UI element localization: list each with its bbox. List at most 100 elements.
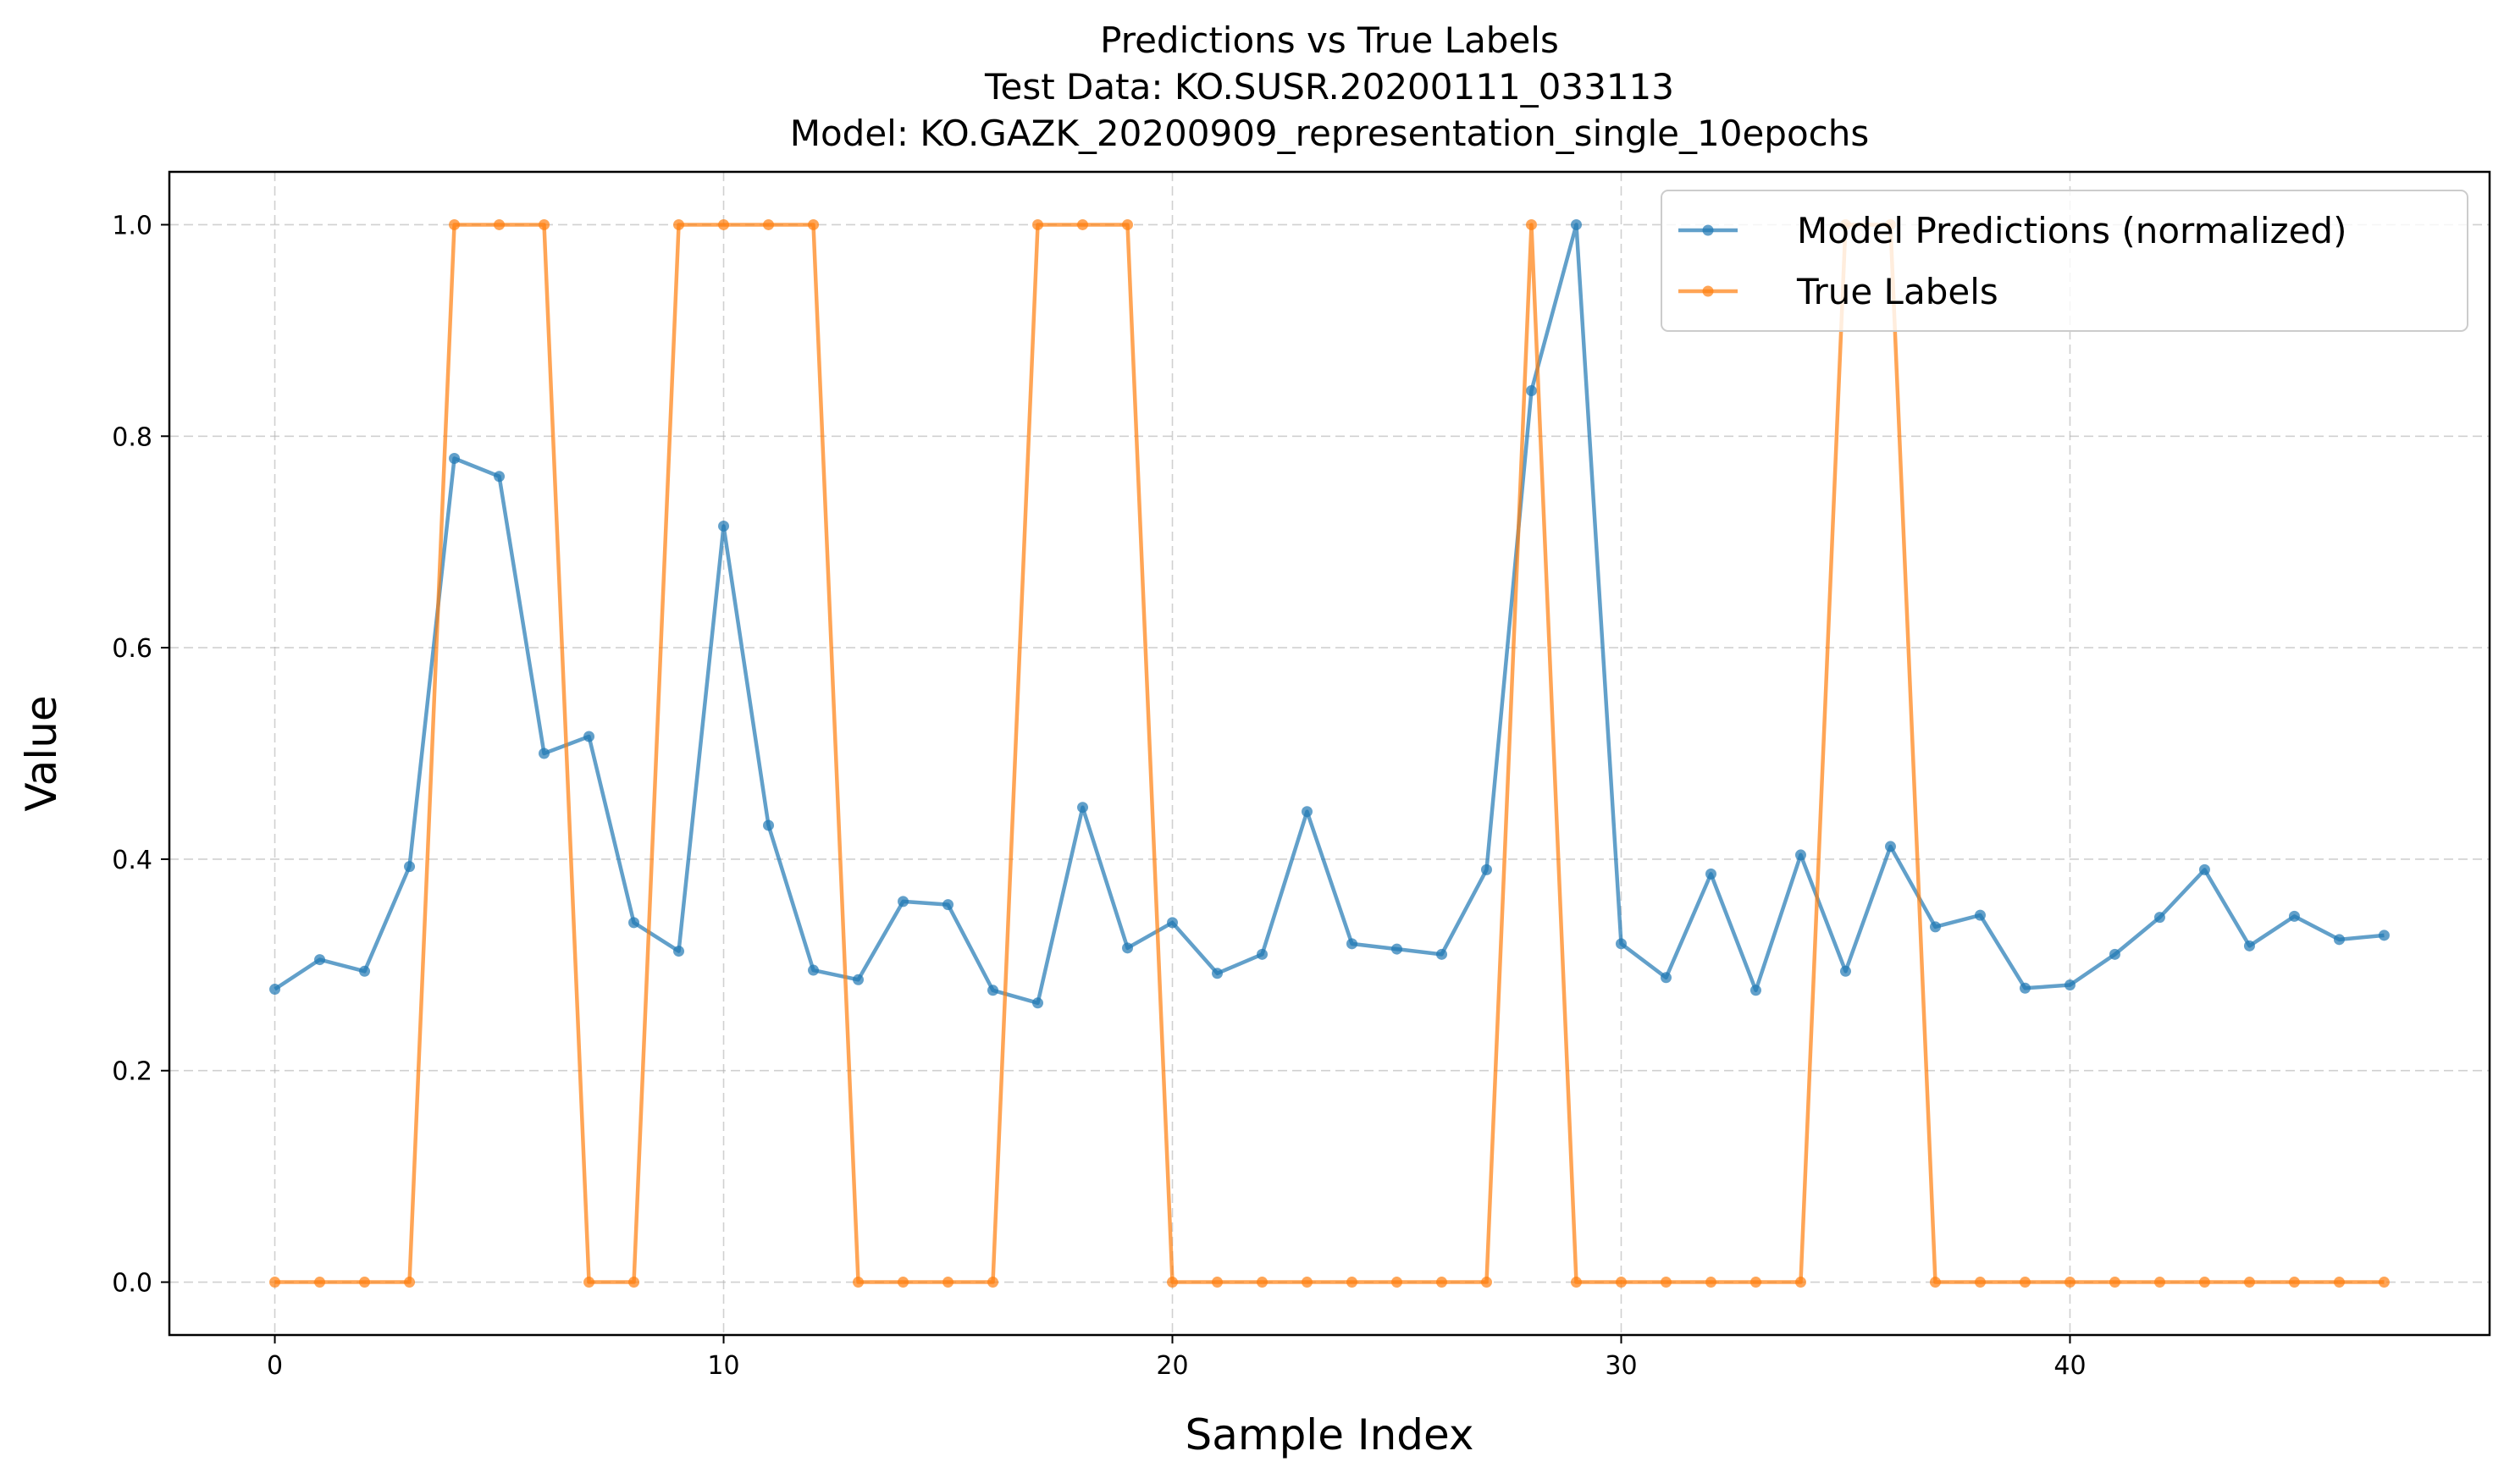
data-point xyxy=(1167,1277,1179,1288)
data-point xyxy=(1436,948,1447,960)
data-point xyxy=(1077,802,1089,814)
data-point xyxy=(2333,1277,2345,1288)
data-point xyxy=(1749,1277,1761,1288)
data-point xyxy=(628,1277,640,1288)
data-point xyxy=(1705,1277,1716,1288)
x-tick-label: 40 xyxy=(2053,1351,2086,1381)
data-point xyxy=(987,985,999,996)
x-tick-label: 20 xyxy=(1156,1351,1188,1381)
data-point xyxy=(2064,1277,2076,1288)
data-point xyxy=(1615,1277,1627,1288)
data-point xyxy=(2243,940,2255,952)
data-point xyxy=(942,1277,954,1288)
data-point xyxy=(1705,868,1716,880)
data-point xyxy=(2378,930,2390,941)
chart-title-line-1: Predictions vs True Labels xyxy=(1100,19,1559,61)
data-point xyxy=(1929,921,1941,933)
legend-marker-predictions xyxy=(1702,224,1714,236)
x-tick-label: 0 xyxy=(267,1351,283,1381)
data-point xyxy=(314,1277,326,1288)
data-point xyxy=(2288,910,2300,922)
legend-label-predictions: Model Predictions (normalized) xyxy=(1797,210,2346,251)
data-point xyxy=(1257,948,1268,960)
data-point xyxy=(1257,1277,1268,1288)
data-point xyxy=(1346,1277,1357,1288)
data-point xyxy=(2064,979,2076,991)
data-point xyxy=(1302,806,1313,818)
data-point xyxy=(1839,965,1851,977)
data-point xyxy=(404,861,416,873)
data-point xyxy=(628,917,640,929)
legend-box xyxy=(1661,190,2468,332)
data-point xyxy=(494,218,506,230)
data-point xyxy=(763,819,775,831)
data-point xyxy=(1391,943,1402,955)
data-point xyxy=(2109,948,2120,960)
data-point xyxy=(1794,1277,1806,1288)
data-point xyxy=(1122,218,1134,230)
y-tick-label: 0.4 xyxy=(112,846,152,875)
data-point xyxy=(1615,938,1627,950)
data-point xyxy=(583,731,595,742)
data-point xyxy=(1391,1277,1402,1288)
data-point xyxy=(898,896,909,908)
data-point xyxy=(1346,938,1357,950)
data-point xyxy=(2153,912,2165,924)
data-point xyxy=(1436,1277,1447,1288)
data-point xyxy=(1749,985,1761,996)
y-tick-label: 0.6 xyxy=(112,634,152,664)
data-point xyxy=(539,218,550,230)
data-point xyxy=(2288,1277,2300,1288)
series-model-predictions xyxy=(269,218,2390,1009)
data-point xyxy=(1525,218,1537,230)
data-point xyxy=(718,218,730,230)
data-point xyxy=(763,218,775,230)
data-point xyxy=(1794,849,1806,861)
chart-title-line-3: Model: KO.GAZK_20200909_representation_s… xyxy=(790,113,1870,154)
data-point xyxy=(2333,934,2345,946)
data-point xyxy=(2019,1277,2031,1288)
plot-series xyxy=(269,218,2390,1288)
axis-ticks: 0 10 20 30 40 0.0 0.2 0.4 0.6 0.8 1.0 xyxy=(112,211,2086,1381)
data-point xyxy=(1660,1277,1672,1288)
data-point xyxy=(673,218,685,230)
plot-frame xyxy=(168,170,2491,1337)
y-tick-label: 1.0 xyxy=(112,211,152,240)
data-point xyxy=(853,974,865,985)
data-point xyxy=(404,1277,416,1288)
data-point xyxy=(269,984,281,996)
data-point xyxy=(1929,1277,1941,1288)
y-tick-label: 0.8 xyxy=(112,422,152,452)
data-point xyxy=(2109,1277,2120,1288)
y-tick-label: 0.2 xyxy=(112,1057,152,1087)
data-point xyxy=(1032,218,1044,230)
data-point xyxy=(1974,909,1986,921)
data-point xyxy=(1974,1277,1986,1288)
data-point xyxy=(583,1277,595,1288)
y-axis-label: Value xyxy=(17,695,66,811)
data-point xyxy=(1570,218,1582,230)
data-point xyxy=(1480,1277,1492,1288)
data-point xyxy=(1570,1277,1582,1288)
legend-label-true-labels: True Labels xyxy=(1796,271,1998,312)
data-point xyxy=(1480,863,1492,875)
data-point xyxy=(269,1277,281,1288)
data-point xyxy=(2243,1277,2255,1288)
data-point xyxy=(1167,917,1179,929)
x-tick-label: 10 xyxy=(707,1351,739,1381)
data-point xyxy=(1077,218,1089,230)
data-point xyxy=(987,1277,999,1288)
data-point xyxy=(2198,863,2210,875)
data-point xyxy=(2019,982,2031,994)
data-point xyxy=(1302,1277,1313,1288)
data-point xyxy=(853,1277,865,1288)
data-point xyxy=(1212,968,1223,979)
legend: Model Predictions (normalized) True Labe… xyxy=(1661,190,2468,332)
x-tick-label: 30 xyxy=(1605,1351,1637,1381)
data-point xyxy=(314,954,326,966)
data-point xyxy=(359,965,371,977)
x-axis-label: Sample Index xyxy=(1185,1410,1473,1459)
legend-marker-true-labels xyxy=(1702,285,1714,297)
series-line xyxy=(274,223,2385,1006)
data-point xyxy=(1122,942,1134,954)
